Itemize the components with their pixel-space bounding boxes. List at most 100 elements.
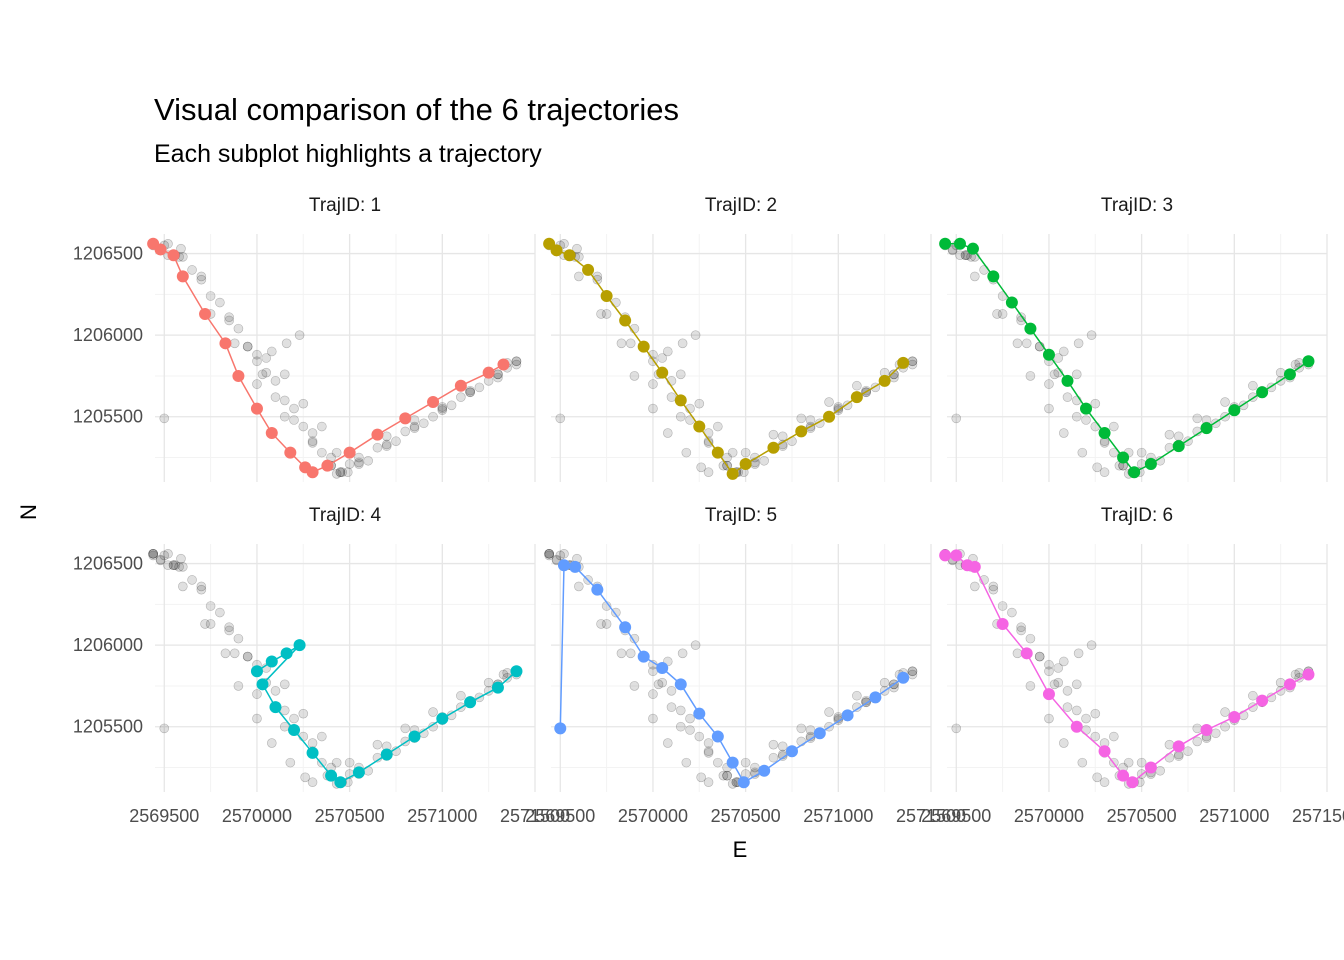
background-point	[465, 387, 475, 398]
background-point	[1044, 666, 1054, 677]
background-point	[261, 367, 272, 378]
background-point	[1092, 772, 1102, 783]
trajectory-point	[726, 756, 739, 769]
trajectory-point	[987, 270, 1000, 283]
background-point	[997, 309, 1008, 319]
background-point	[205, 619, 216, 629]
background-point	[559, 548, 569, 559]
x-tick-label: 2569500	[921, 806, 991, 826]
background-point	[178, 252, 188, 262]
background-point	[759, 455, 769, 466]
background-point	[675, 721, 686, 732]
background-point	[409, 423, 420, 433]
background-point	[289, 713, 299, 724]
background-point	[555, 413, 566, 424]
y-tick-label: 1206500	[73, 554, 143, 574]
background-point	[331, 447, 342, 458]
background-point	[1044, 713, 1054, 724]
background-point	[483, 677, 494, 688]
background-point	[1073, 338, 1084, 349]
trajectory-point	[1256, 386, 1269, 399]
trajectory-point	[850, 391, 863, 404]
trajectory-point	[726, 467, 739, 480]
background-point	[298, 398, 309, 409]
background-point	[428, 707, 438, 717]
background-point	[1090, 421, 1101, 432]
background-point	[1049, 369, 1060, 380]
background-point	[493, 369, 503, 380]
background-point	[400, 723, 411, 734]
background-point	[988, 581, 999, 592]
background-point	[625, 648, 636, 659]
trajectory-point	[554, 722, 567, 735]
background-point	[391, 436, 401, 447]
trajectory-point	[1024, 322, 1037, 335]
background-point	[648, 403, 658, 414]
trajectory-point	[1200, 724, 1213, 736]
background-point	[768, 429, 779, 440]
background-point	[1016, 622, 1026, 633]
background-point	[363, 455, 373, 466]
background-point	[666, 702, 677, 712]
background-point	[307, 738, 318, 748]
trajectory-point	[1283, 368, 1296, 381]
background-point	[300, 772, 310, 783]
chart-subtitle: Each subplot highlights a trajectory	[154, 140, 542, 168]
background-point	[824, 397, 834, 407]
background-point	[279, 679, 290, 690]
background-point	[740, 447, 751, 458]
background-point	[768, 752, 779, 763]
background-point	[648, 713, 658, 724]
trajectory-point	[569, 560, 582, 573]
background-point	[596, 309, 606, 319]
background-point	[696, 462, 706, 473]
trajectory-point	[557, 559, 570, 572]
background-point	[805, 415, 816, 425]
trajectory-point	[656, 366, 669, 379]
x-tick-label: 2570000	[1014, 806, 1084, 826]
background-point	[1071, 411, 1082, 422]
trajectory-point	[497, 358, 510, 371]
background-point	[1099, 777, 1110, 788]
trajectory-point	[269, 701, 282, 714]
background-point	[852, 380, 862, 391]
trajectory-point	[280, 647, 293, 660]
background-point	[1034, 651, 1045, 662]
background-point	[205, 601, 216, 611]
background-point	[703, 738, 714, 748]
background-point	[215, 297, 225, 308]
background-point	[168, 560, 179, 571]
background-point	[344, 757, 355, 768]
trajectory-point	[1302, 355, 1315, 368]
background-point	[718, 770, 729, 781]
background-point	[703, 748, 714, 758]
background-point	[1007, 607, 1017, 618]
background-point	[215, 607, 225, 618]
background-point	[1123, 757, 1134, 768]
background-point	[947, 244, 958, 255]
background-point	[1092, 462, 1102, 473]
background-point	[1073, 648, 1084, 659]
background-point	[1025, 681, 1036, 691]
background-point	[574, 581, 584, 592]
x-axis-title: E	[733, 837, 748, 862]
background-point	[266, 346, 277, 357]
trajectory-point	[250, 665, 263, 678]
background-point	[1086, 330, 1097, 340]
x-tick-label: 2570500	[711, 806, 781, 826]
background-point	[616, 648, 627, 659]
background-point	[187, 575, 197, 585]
trajectory-point	[1098, 745, 1111, 758]
background-point	[551, 554, 562, 565]
background-point	[437, 403, 448, 414]
trajectory-point	[785, 745, 798, 758]
background-point	[727, 779, 738, 789]
background-point	[1164, 739, 1175, 750]
background-point	[675, 411, 686, 422]
background-point	[1210, 728, 1221, 739]
background-point	[1248, 380, 1258, 391]
background-point	[170, 560, 181, 571]
background-point	[511, 359, 522, 370]
background-point	[842, 400, 853, 411]
background-point	[428, 411, 438, 422]
